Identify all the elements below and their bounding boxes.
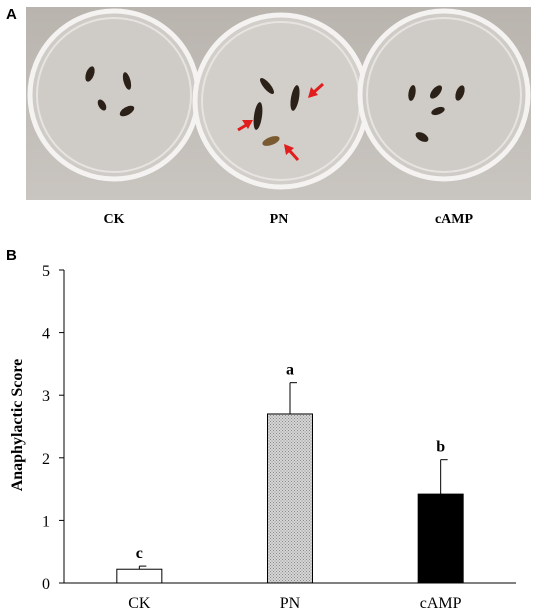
petri-dish-camp — [357, 8, 531, 182]
anaphylactic-score-chart: Anaphylactic Score 0 1 2 3 4 5 c CK a PN b cAMP — [9, 263, 516, 612]
bar-camp — [417, 493, 464, 584]
panel-b-letter: B — [6, 247, 17, 264]
x-tick-label: cAMP — [420, 595, 462, 612]
red-arrows — [237, 82, 325, 162]
condition-label-pn: PN — [269, 212, 289, 227]
arrow-icon-2 — [308, 82, 325, 98]
y-tick-label: 2 — [42, 451, 50, 468]
condition-label-camp: cAMP — [434, 212, 474, 227]
y-tick-label: 3 — [42, 388, 50, 405]
petri-dish-ck — [27, 8, 201, 182]
y-tick-label: 1 — [42, 513, 50, 530]
significance-label: c — [136, 545, 143, 562]
bar-pn — [267, 413, 313, 584]
bar-ck — [116, 568, 163, 584]
petri-dish-photo — [26, 7, 531, 200]
y-tick-label: 4 — [42, 326, 50, 343]
worms-pn — [253, 78, 300, 146]
worms-camp — [408, 85, 465, 142]
y-axis-label: Anaphylactic Score — [9, 359, 26, 492]
significance-label: a — [286, 362, 294, 379]
y-tick-label: 5 — [42, 263, 50, 280]
condition-label-ck: CK — [103, 212, 125, 227]
significance-label: b — [436, 439, 445, 456]
arrow-icon-3 — [284, 144, 300, 162]
panel-a-letter: A — [6, 6, 17, 23]
y-tick-label: 0 — [42, 576, 50, 593]
worms-ck — [85, 66, 135, 117]
petri-dish-pn — [192, 12, 370, 190]
x-tick-label: PN — [280, 595, 301, 612]
arrow-icon-1 — [237, 120, 253, 132]
x-tick-label: CK — [128, 595, 151, 612]
